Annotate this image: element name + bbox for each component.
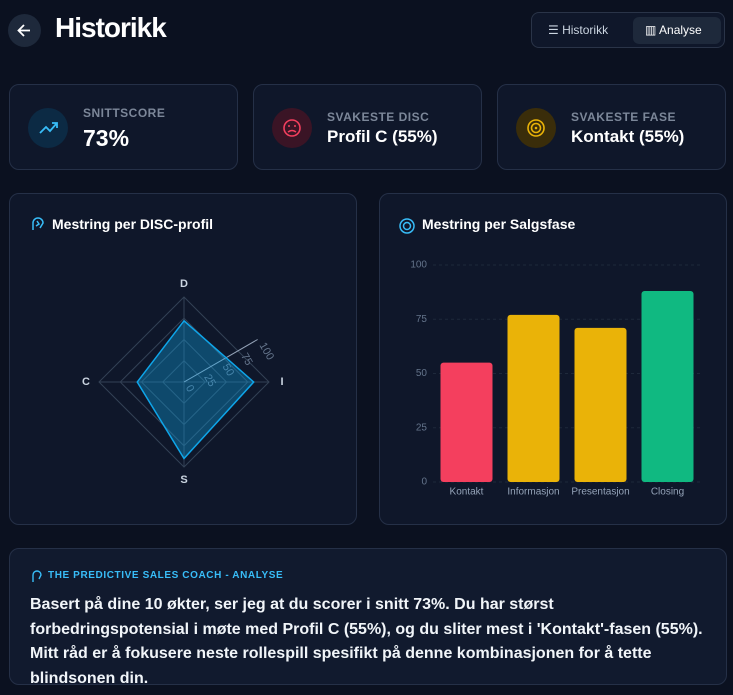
tab[interactable]: ☰ Historikk	[548, 23, 609, 37]
tab-label: Analyse	[659, 23, 702, 37]
radar-panel: Mestring per DISC-profil D I S C 0 25 50 75 100	[9, 193, 357, 525]
y-tick-label: 0	[421, 477, 427, 488]
axis-label: S	[180, 474, 187, 486]
x-tick-label: Kontakt	[450, 487, 484, 498]
insight-text: Basert på dine 10 økter, ser jeg at du s…	[30, 596, 703, 687]
stat-card: SVAKESTE DISC Profil C (55%)	[253, 84, 482, 170]
tick-label: 75	[238, 351, 255, 368]
radar-area	[136, 319, 255, 460]
stat-card: SNITTSCORE 73%	[9, 84, 238, 170]
tick-label: 50	[220, 362, 237, 379]
tick-label: 25	[201, 372, 218, 389]
page-title: Historikk	[55, 12, 167, 43]
axis-label: C	[82, 376, 90, 388]
stat-icon	[28, 108, 68, 148]
stat-icon	[272, 108, 312, 148]
x-tick-label: Presentasjon	[571, 487, 629, 498]
axis-label: D	[180, 278, 188, 290]
panel-title: Mestring per DISC-profil	[52, 216, 214, 232]
bar	[574, 327, 627, 482]
stat-icon	[516, 108, 556, 148]
x-tick-label: Closing	[651, 487, 684, 498]
insight-heading: THE PREDICTIVE SALES COACH - ANALYSE	[48, 570, 284, 581]
stat-value: Profil C (55%)	[327, 127, 438, 146]
insight-icon	[32, 570, 42, 582]
bar-chart: 0 25 50 75 100 Kontakt Informasjon Presentasjon…	[410, 260, 701, 498]
tab-label: Historikk	[562, 23, 609, 37]
axis-label: I	[280, 376, 283, 388]
back-icon	[17, 24, 30, 37]
tick-axis	[183, 339, 258, 383]
bar	[440, 362, 493, 482]
stat-value: 73%	[83, 125, 130, 151]
panel-icon	[399, 218, 415, 234]
bar	[641, 291, 694, 482]
stat-label: SVAKESTE DISC	[327, 110, 430, 124]
tab-group: ☰ Historikk ▥ Analyse	[531, 12, 725, 48]
tick-label: 0	[183, 383, 196, 394]
y-tick-label: 50	[416, 368, 428, 379]
y-tick-label: 100	[410, 260, 427, 271]
stat-card: SVAKESTE FASE Kontakt (55%)	[497, 84, 726, 170]
y-tick-label: 75	[416, 314, 428, 325]
stat-label: SNITTSCORE	[83, 106, 166, 120]
y-tick-label: 25	[416, 422, 428, 433]
stat-value: Kontakt (55%)	[571, 127, 685, 146]
bar-panel: Mestring per Salgsfase 0 25 50 75 100 Kontakt…	[379, 193, 727, 525]
tab-active[interactable]: ▥ Analyse	[633, 17, 721, 44]
bar	[507, 314, 560, 482]
back-button[interactable]	[8, 14, 41, 47]
panel-title: Mestring per Salgsfase	[422, 216, 576, 232]
tick-label: 100	[256, 340, 276, 362]
insight-panel: THE PREDICTIVE SALES COACH - ANALYSE Bas…	[9, 548, 727, 687]
x-tick-label: Informasjon	[507, 487, 559, 498]
stat-label: SVAKESTE FASE	[571, 110, 676, 124]
panel-icon	[32, 217, 44, 230]
